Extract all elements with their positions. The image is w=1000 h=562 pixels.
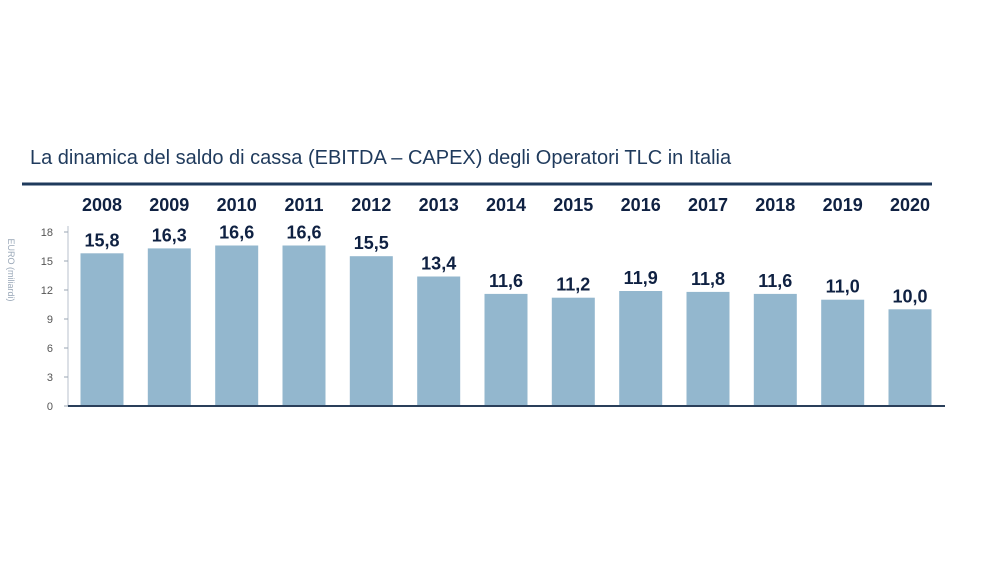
y-tick-label-3: 3 bbox=[47, 372, 53, 384]
bar-2020 bbox=[888, 309, 932, 406]
value-label-2015: 11,2 bbox=[556, 275, 590, 295]
value-label-2011: 16,6 bbox=[286, 223, 321, 243]
y-tick-label-9: 9 bbox=[47, 314, 53, 326]
y-axis-label: EURO (miliardi) bbox=[6, 239, 16, 302]
year-label-2020: 2020 bbox=[890, 195, 930, 215]
value-label-2008: 15,8 bbox=[84, 230, 119, 250]
chart-title: La dinamica del saldo di cassa (EBITDA –… bbox=[30, 147, 732, 169]
bar-2010 bbox=[215, 245, 259, 406]
bar-2018 bbox=[753, 293, 797, 406]
value-label-2019: 11,0 bbox=[826, 277, 860, 297]
year-label-2016: 2016 bbox=[621, 195, 661, 215]
year-label-2019: 2019 bbox=[823, 195, 863, 215]
value-label-2012: 15,5 bbox=[354, 233, 389, 253]
value-label-2018: 11,6 bbox=[758, 271, 792, 291]
value-label-2014: 11,6 bbox=[489, 271, 523, 291]
value-label-2010: 16,6 bbox=[219, 223, 254, 243]
value-label-2016: 11,9 bbox=[624, 268, 658, 288]
year-labels: 2008 2009 2010 2011 2012 2013 2014 2015 2016 2017… bbox=[82, 195, 930, 215]
year-label-2009: 2009 bbox=[149, 195, 189, 215]
bar-2014 bbox=[484, 293, 528, 406]
bar-2012 bbox=[349, 256, 393, 406]
bar-2015 bbox=[551, 297, 595, 406]
bar-2009 bbox=[147, 248, 191, 406]
value-labels: 15,8 16,3 16,6 16,6 15,5 13,4 11,6 11,2 11,9 11,8… bbox=[84, 223, 927, 307]
year-label-2013: 2013 bbox=[419, 195, 459, 215]
bar-2017 bbox=[686, 291, 730, 406]
year-label-2011: 2011 bbox=[284, 195, 323, 215]
value-label-2020: 10,0 bbox=[892, 286, 927, 306]
year-label-2012: 2012 bbox=[351, 195, 391, 215]
y-tick-label-12: 12 bbox=[41, 285, 53, 297]
bar-2016 bbox=[619, 291, 663, 406]
bar-2019 bbox=[821, 299, 865, 406]
y-tick-label-0: 0 bbox=[47, 401, 53, 413]
year-label-2010: 2010 bbox=[217, 195, 257, 215]
value-label-2009: 16,3 bbox=[152, 225, 187, 245]
year-label-2014: 2014 bbox=[486, 195, 526, 215]
year-label-2008: 2008 bbox=[82, 195, 122, 215]
year-label-2015: 2015 bbox=[553, 195, 593, 215]
year-label-2018: 2018 bbox=[755, 195, 795, 215]
year-label-2017: 2017 bbox=[688, 195, 728, 215]
y-tick-label-18: 18 bbox=[41, 227, 53, 239]
y-tick-label-15: 15 bbox=[41, 256, 53, 268]
bar-2008 bbox=[80, 253, 124, 406]
bar-2013 bbox=[417, 276, 461, 406]
value-label-2013: 13,4 bbox=[421, 254, 456, 274]
value-label-2017: 11,8 bbox=[691, 269, 725, 289]
y-tick-label-6: 6 bbox=[47, 343, 53, 355]
bar-2011 bbox=[282, 245, 326, 406]
y-axis: 0 3 6 9 12 15 18 bbox=[41, 226, 945, 413]
bars bbox=[80, 245, 932, 406]
